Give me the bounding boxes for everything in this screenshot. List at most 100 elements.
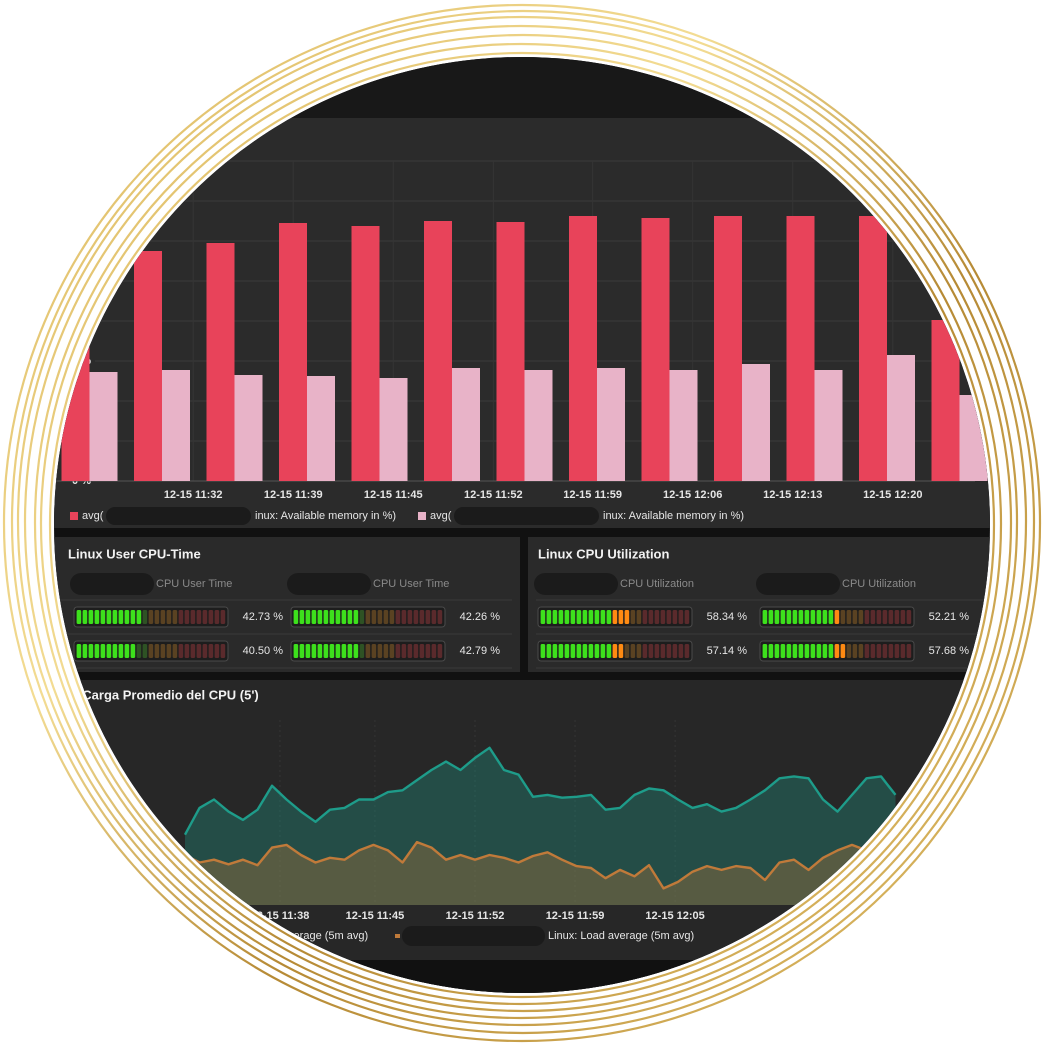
- gauge-segment: [864, 644, 870, 658]
- legend-label: Linux: Load average (5m avg): [548, 930, 694, 942]
- gauge-segment: [341, 610, 347, 624]
- gauge-segment: [76, 644, 82, 658]
- bar: [814, 370, 843, 481]
- gauge-value: 58.34 %: [707, 611, 748, 623]
- gauge-segment: [124, 610, 130, 624]
- gauge-value: 40.50 %: [243, 645, 284, 657]
- gauge-segment: [136, 644, 142, 658]
- gauge-segment: [876, 644, 882, 658]
- gauge-segment: [196, 610, 202, 624]
- y-tick-label: 14 %: [66, 195, 91, 207]
- gauge-segment: [154, 644, 160, 658]
- gauge-segment: [828, 610, 834, 624]
- gauge-segment: [666, 610, 672, 624]
- gauge-segment: [178, 610, 184, 624]
- ring: [39, 42, 1003, 1006]
- gauge-segment: [347, 610, 353, 624]
- gauge-segment: [612, 610, 618, 624]
- gauge-segment: [846, 644, 852, 658]
- gauge-segment: [888, 644, 894, 658]
- gauge-segment: [876, 610, 882, 624]
- gauge-segment: [299, 644, 305, 658]
- x-tick-label: 12-15 11:45: [364, 489, 423, 501]
- gauge-segment: [780, 644, 786, 658]
- legend-swatch: [395, 934, 400, 938]
- gauge-value: 42.26 %: [460, 611, 501, 623]
- gauge-segment: [672, 610, 678, 624]
- gauge-segment: [894, 644, 900, 658]
- gauge-segment: [389, 610, 395, 624]
- redaction: [70, 573, 154, 595]
- gauge-segment: [636, 644, 642, 658]
- gauge-segment: [136, 610, 142, 624]
- gauge-segment: [780, 610, 786, 624]
- gauge-segment: [576, 610, 582, 624]
- gauge-segment: [142, 610, 148, 624]
- gauge-segment: [94, 610, 100, 624]
- gauge-segment: [401, 644, 407, 658]
- gauge-segment: [347, 644, 353, 658]
- gauge-segment: [341, 644, 347, 658]
- gauge-segment: [774, 644, 780, 658]
- gauge-segment: [419, 644, 425, 658]
- bar: [786, 216, 815, 481]
- gauge-segment: [196, 644, 202, 658]
- gauge-segment: [431, 610, 437, 624]
- gauge-segment: [792, 644, 798, 658]
- column-header: CPU User Time: [156, 578, 232, 590]
- bar: [134, 251, 162, 481]
- redaction: [534, 573, 618, 595]
- redaction: [287, 573, 371, 595]
- gauge-segment: [365, 610, 371, 624]
- gauge-segment: [870, 610, 876, 624]
- gauge-segment: [425, 610, 431, 624]
- gauge-segment: [299, 610, 305, 624]
- gauge-segment: [220, 644, 226, 658]
- gauge-segment: [852, 610, 858, 624]
- gauge-segment: [582, 644, 588, 658]
- gauge-segment: [648, 644, 654, 658]
- gauge-segment: [540, 644, 546, 658]
- x-tick-label: 12-15 11:52: [464, 489, 523, 501]
- gauge-segment: [624, 610, 630, 624]
- gauge-segment: [684, 610, 690, 624]
- ring: [10, 9, 1036, 1035]
- gauge-segment: [612, 644, 618, 658]
- panel-title: Linux User CPU-Time: [68, 546, 201, 561]
- gauge-segment: [371, 610, 377, 624]
- gauge-segment: [323, 644, 329, 658]
- area-fill: [185, 747, 896, 905]
- gauge-segment: [124, 644, 130, 658]
- gauge-segment: [774, 610, 780, 624]
- gauge-segment: [377, 644, 383, 658]
- gauge-segment: [654, 610, 660, 624]
- bar: [452, 368, 480, 481]
- area-fill: [185, 842, 896, 905]
- gauge-segment: [82, 644, 88, 658]
- gauge-segment: [642, 610, 648, 624]
- x-tick-label: 12-15 12:13: [763, 489, 822, 501]
- x-tick-label: 12-15 11:32: [164, 489, 223, 501]
- redaction: [106, 507, 251, 525]
- gauge-segment: [648, 610, 654, 624]
- bar: [351, 226, 380, 481]
- x-tick-label: 12-15 11:59: [546, 910, 605, 922]
- gauge-segment: [353, 610, 359, 624]
- gauge-segment: [130, 610, 136, 624]
- gauge-segment: [768, 610, 774, 624]
- gauge-segment: [906, 644, 912, 658]
- gauge-segment: [407, 610, 413, 624]
- gauge-segment: [594, 610, 600, 624]
- gauge: [540, 644, 690, 658]
- gauge-segment: [630, 610, 636, 624]
- gauge-segment: [540, 610, 546, 624]
- y-tick-label: 16 %: [66, 155, 91, 167]
- bar: [496, 222, 525, 481]
- gauge-segment: [100, 644, 106, 658]
- gauge-segment: [317, 644, 323, 658]
- gauge-segment: [630, 644, 636, 658]
- gauge-segment: [582, 610, 588, 624]
- ring: [23, 24, 1019, 1020]
- gauge-segment: [311, 610, 317, 624]
- gauge-segment: [329, 644, 335, 658]
